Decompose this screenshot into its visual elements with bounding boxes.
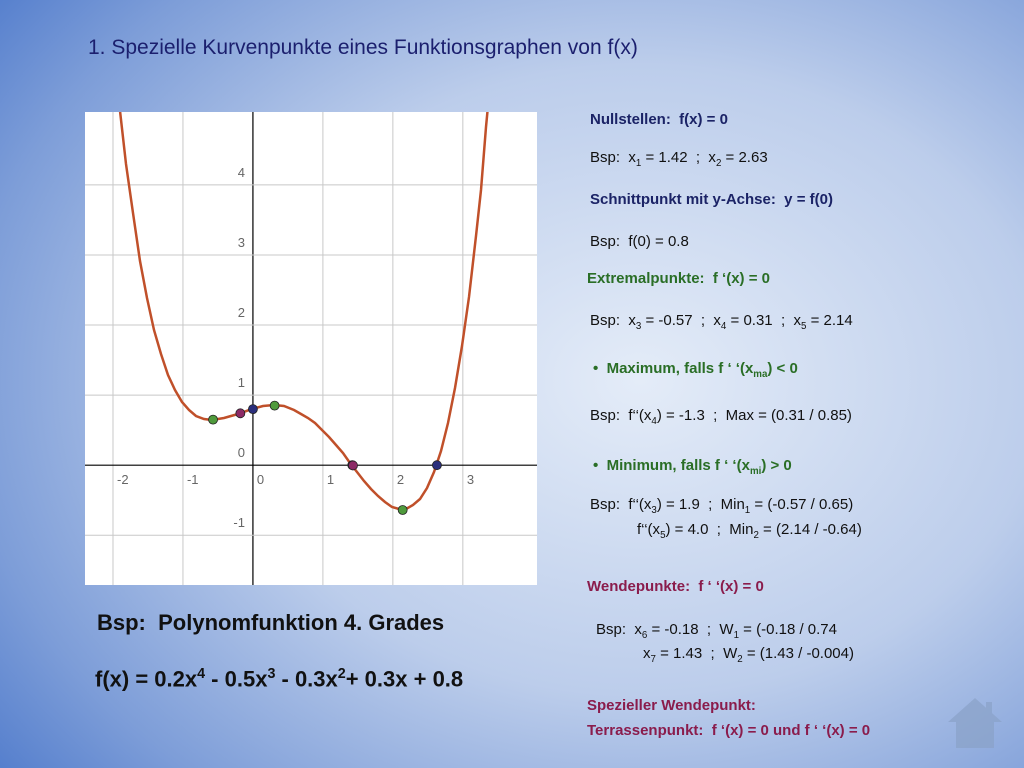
text-part: Bsp: f‘‘(x [590,407,652,424]
x-tick-label: -1 [187,472,199,487]
y-tick-label: 0 [238,445,245,460]
text-part: 1 [733,630,740,641]
text-part: 1 [635,158,642,169]
text-part: Bsp: f‘‘(x [590,496,652,513]
curve-point [269,400,280,411]
y-tick-label: 3 [238,235,245,250]
text-part: = (1.43 / -0.004) [742,645,854,662]
text-part: Bsp: f(0) = 0.8 [590,233,689,250]
text-part: ma [753,369,768,380]
text-part: Nullstellen: f(x) = 0 [590,111,728,128]
text-part: 3 [267,666,276,682]
text-part: 7 [650,654,656,665]
section-heading: Terrassenpunkt: f ‘(x) = 0 und f ‘ ‘(x) … [587,722,870,740]
text-part: 1 [744,505,751,516]
text-part: mi [749,466,762,477]
text-part: Schnittpunkt mit y-Achse: y = f(0) [590,191,833,208]
section-heading: Extremalpunkte: f ‘(x) = 0 [587,270,770,288]
plot-area [85,112,537,585]
x-tick-label: 1 [327,472,334,487]
section-heading: Nullstellen: f(x) = 0 [590,111,728,129]
text-part: f(x) = 0.2x [95,666,198,692]
text-part: 3 [635,321,642,332]
text-part: 4 [197,666,206,682]
text-part: 2 [753,530,759,541]
bullet-heading: • Minimum, falls f ‘ ‘(xmi) > 0 [593,457,792,481]
text-part: 2 [715,158,722,169]
example-text: Bsp: x3 = -0.57 ; x4 = 0.31 ; x5 = 2.14 [590,312,853,336]
bullet-heading: • Maximum, falls f ‘ ‘(xma) < 0 [593,360,798,384]
curve-point [235,408,246,419]
text-part: = -0.57 ; x [641,312,721,329]
text-part: = 0.31 ; x [726,312,801,329]
text-part: = 2.14 [806,312,853,329]
text-part: 2 [337,666,346,682]
text-part: • Maximum, falls f ‘ ‘(x [593,360,754,377]
example-text: Bsp: x6 = -0.18 ; W1 = (-0.18 / 0.74 [596,621,837,645]
section-heading: Spezieller Wendepunkt: [587,697,756,715]
text-part: • Minimum, falls f ‘ ‘(x [593,457,750,474]
text-part: f‘‘(x [637,521,661,538]
text-part: Wendepunkte: f ‘ ‘(x) = 0 [587,578,764,595]
y-tick-label: 2 [238,305,245,320]
example-text: Bsp: x1 = 1.42 ; x2 = 2.63 [590,149,768,173]
text-part: = (-0.18 / 0.74 [739,621,837,638]
text-part: = 1.43 ; W [655,645,738,662]
text-part: 5 [660,530,666,541]
text-part: = 1.42 ; x [641,149,716,166]
text-part: 4 [720,321,727,332]
text-part: Bsp: x [590,149,636,166]
text-part: Bsp: Polynomfunktion 4. Grades [97,610,445,635]
example-text: Bsp: f(0) = 0.8 [590,233,689,251]
home-icon[interactable] [948,698,1002,748]
slide-title: 1. Spezielle Kurvenpunkte eines Funktion… [88,36,638,59]
text-part: x [643,645,651,662]
text-part: = (2.14 / -0.64) [758,521,862,538]
text-part: 4 [651,416,657,427]
section-heading: Schnittpunkt mit y-Achse: y = f(0) [590,191,833,209]
text-part: ) < 0 [767,360,798,377]
text-part: 3 [651,505,657,516]
curve-point [208,414,218,425]
text-part: Terrassenpunkt: f ‘(x) = 0 und f ‘ ‘(x) … [587,722,871,739]
curve-point [348,460,358,471]
text-part: - 0.3x [275,666,338,692]
text-part: Spezieller Wendepunkt: [587,697,756,714]
curve-point [248,404,258,415]
text-part: = -0.18 ; W [647,621,734,638]
text-part: ) = 4.0 ; Min [665,521,754,538]
curve-point [432,460,442,471]
section-heading: Wendepunkte: f ‘ ‘(x) = 0 [587,578,764,596]
text-part: = 2.63 [721,149,768,166]
y-tick-label: 4 [238,165,245,180]
text-part: Extremalpunkte: f ‘(x) = 0 [587,270,770,287]
example-text: x7 = 1.43 ; W2 = (1.43 / -0.004) [643,645,854,669]
curve-point [397,505,408,515]
text-part: Bsp: x [596,621,642,638]
example-text: Bsp: f‘‘(x3) = 1.9 ; Min1 = (-0.57 / 0.6… [590,496,853,520]
y-tick-label: 1 [238,375,245,390]
x-tick-label: 2 [397,472,404,487]
text-part: ) = -1.3 ; Max = (0.31 / 0.85) [656,407,852,424]
text-part: Bsp: x [590,312,636,329]
text-part: 5 [801,321,807,332]
function-formula: f(x) = 0.2x4 - 0.5x3 - 0.3x2+ 0.3x + 0.8 [95,666,463,692]
text-part: - 0.5x [205,666,268,692]
text-part: = (-0.57 / 0.65) [750,496,854,513]
example-text: Bsp: f‘‘(x4) = -1.3 ; Max = (0.31 / 0.85… [590,407,852,431]
example-text: f‘‘(x5) = 4.0 ; Min2 = (2.14 / -0.64) [637,521,862,545]
text-part: ) = 1.9 ; Min [656,496,745,513]
example-heading: Bsp: Polynomfunktion 4. Grades [97,610,444,636]
x-tick-label: 0 [257,472,264,487]
function-curve [118,112,489,511]
text-part: + 0.3x + 0.8 [345,666,464,692]
text-part: 2 [737,654,743,665]
x-tick-label: -2 [117,472,129,487]
x-tick-label: 3 [467,472,474,487]
y-tick-label: -1 [233,515,245,530]
text-part: 6 [641,630,648,641]
text-part: ) > 0 [761,457,792,474]
